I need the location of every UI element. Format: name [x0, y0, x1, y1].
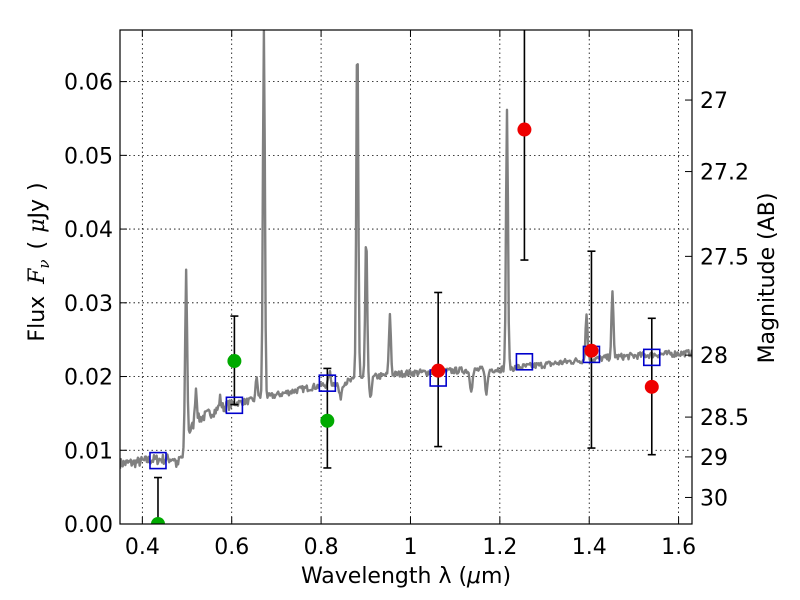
- tick-marks: [120, 30, 692, 525]
- model-photometry-square: [642, 348, 661, 367]
- y2-tick-label: 28: [700, 344, 728, 369]
- y2-tick-label: 27: [700, 89, 728, 114]
- y2-tick-label: 28.5: [700, 406, 749, 431]
- plot-frame: [119, 29, 693, 525]
- x-tick-label: 1.4: [572, 535, 607, 560]
- plot-area: [120, 30, 692, 524]
- y-tick-label: 0.06: [64, 71, 113, 96]
- nir-point: [644, 379, 659, 394]
- y-tick-label: 0.01: [64, 439, 113, 464]
- y-tick-label: 0.00: [64, 513, 113, 538]
- nir-point: [431, 363, 446, 378]
- x-tick-label: 0.8: [304, 535, 339, 560]
- optical-point: [320, 413, 335, 428]
- spectrum-line: [120, 30, 692, 469]
- grid: [120, 30, 692, 525]
- x-axis-title: Wavelength λ (μm): [301, 564, 511, 589]
- tick-labels: 0.4 0.6 0.8 1 1.2 1.4 1.6 0.00 0.01 0.02 0.03 0.04 0…: [64, 71, 749, 560]
- y-tick-label: 0.03: [64, 292, 113, 317]
- model-photometry-square: [149, 451, 167, 470]
- nir-point: [584, 343, 599, 358]
- model-photometry-square: [318, 374, 337, 392]
- optical-point: [227, 354, 242, 369]
- optical-point: [150, 517, 165, 524]
- x-tick-label: 0.6: [214, 535, 249, 560]
- x-tick-label: 1.2: [482, 535, 517, 560]
- y2-tick-label: 30: [700, 486, 728, 511]
- model-photometry-square: [225, 396, 244, 415]
- x-tick-label: 1: [403, 535, 417, 560]
- y-tick-label: 0.04: [64, 218, 113, 243]
- nir-point: [517, 122, 532, 137]
- y-tick-label: 0.02: [64, 366, 113, 391]
- model-photometry-square: [515, 352, 534, 371]
- x-tick-label: 0.4: [125, 535, 160, 560]
- y-tick-label: 0.05: [64, 144, 113, 169]
- y2-tick-label: 27.5: [700, 245, 749, 270]
- y2-axis-title: Magnitude (AB): [755, 193, 780, 364]
- x-tick-label: 1.6: [661, 535, 696, 560]
- y2-tick-label: 29: [700, 446, 728, 471]
- y-axis-title: FluxFν(μJy): [25, 182, 53, 341]
- y2-tick-label: 27.2: [700, 161, 749, 186]
